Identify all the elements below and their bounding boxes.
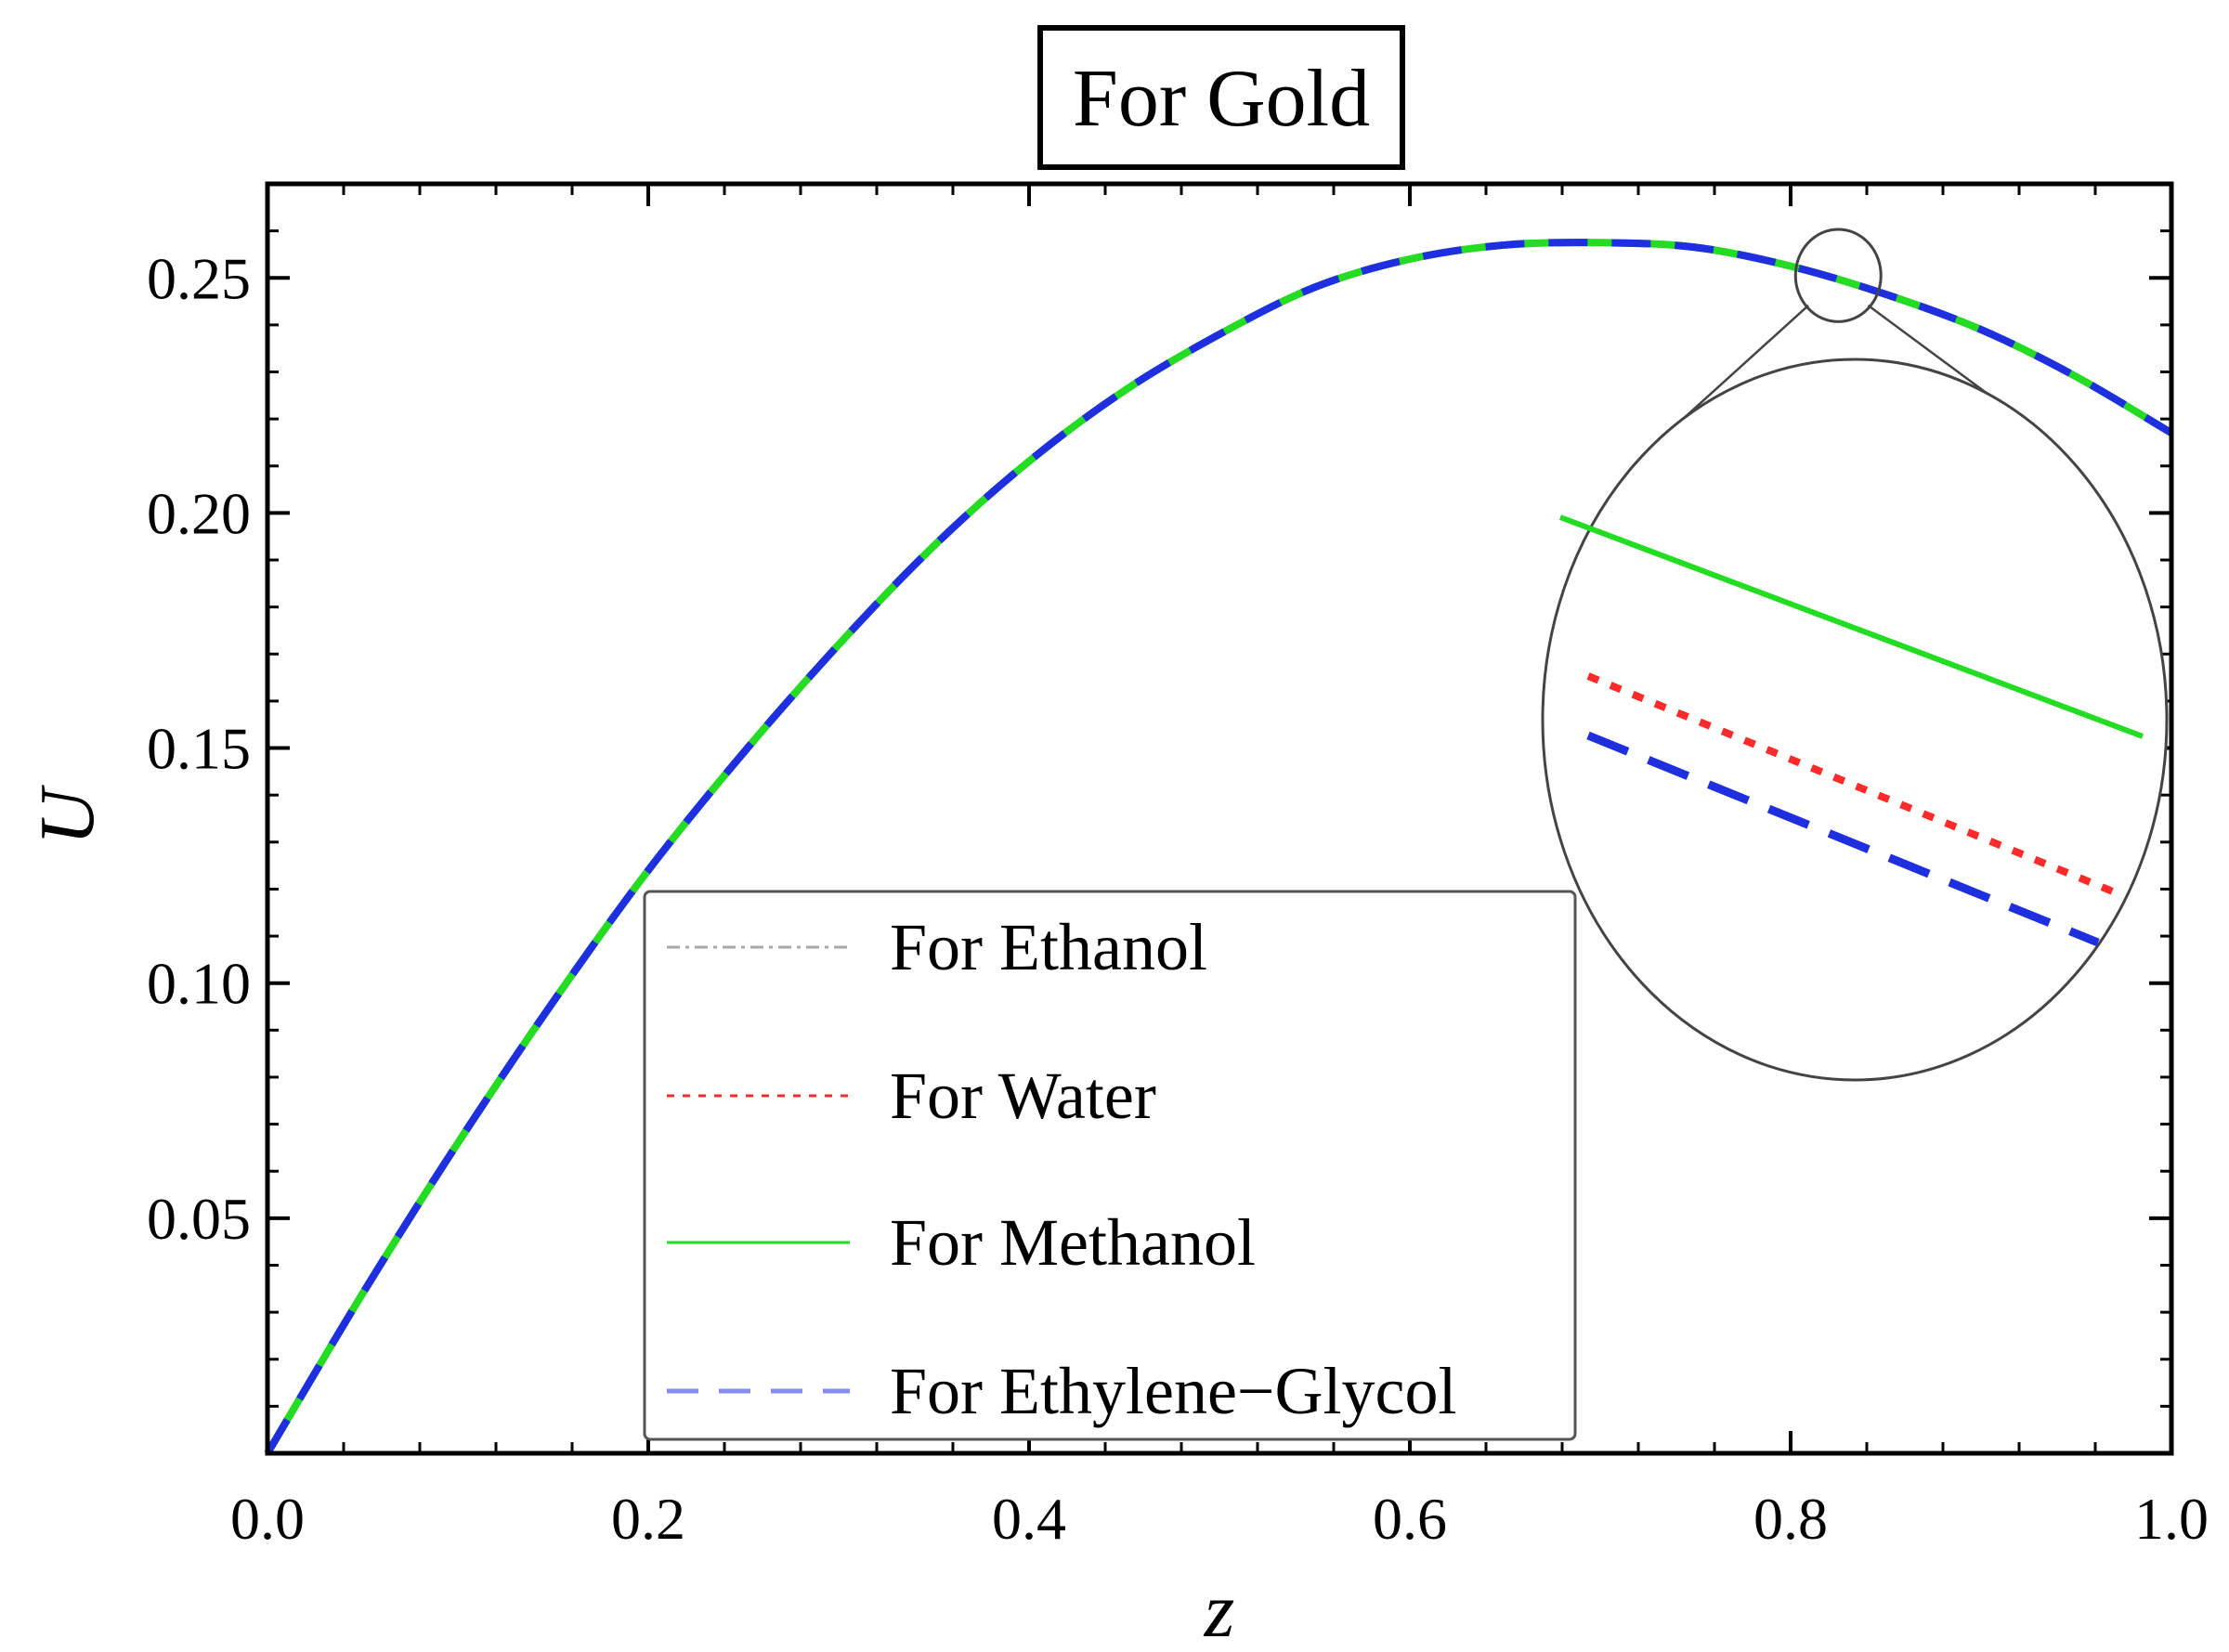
y-axis-title: U <box>24 784 111 845</box>
x-tick-label: 0.8 <box>1753 1486 1828 1552</box>
plot-frame <box>265 181 2174 1456</box>
zoom-inset <box>1541 228 2169 1082</box>
inset-magnified-circle <box>1541 358 2169 1082</box>
inset-line-2 <box>1558 514 2144 739</box>
series-line-3 <box>264 239 2174 1456</box>
ticks-layer: 0.0 0.2 0.4 0.6 0.8 1.0 0.05 0.10 0.15 0.20 0.25 <box>147 184 2209 1552</box>
legend-label-3: For Ethylene−Glycol <box>890 1354 1457 1428</box>
chart-title: For Gold <box>1073 54 1370 144</box>
x-tick-label: 0.2 <box>611 1486 685 1552</box>
y-tick-label: 0.05 <box>147 1186 251 1252</box>
legend-label-2: For Methanol <box>890 1205 1256 1280</box>
x-tick-label: 0.4 <box>992 1486 1066 1552</box>
x-tick-label: 0.6 <box>1373 1486 1447 1552</box>
inset-line-3 <box>1586 731 2100 947</box>
x-axis-title: z <box>1204 1567 1235 1652</box>
chart-title-group: For Gold <box>1037 25 1405 170</box>
legend-label-1: For Water <box>890 1059 1156 1133</box>
y-tick-label: 0.20 <box>147 480 251 546</box>
legend: For Ethanol For Water For Methanol For Ethy… <box>643 890 1577 1441</box>
y-tick-label: 0.10 <box>147 951 251 1017</box>
x-tick-label: 1.0 <box>2134 1486 2209 1552</box>
y-tick-label: 0.25 <box>147 245 251 311</box>
inset-source-circle <box>1793 228 1883 323</box>
legend-label-0: For Ethanol <box>890 910 1207 984</box>
x-tick-label: 0.0 <box>230 1486 305 1552</box>
title-box <box>1037 25 1405 170</box>
y-tick-label: 0.15 <box>147 716 251 782</box>
curves-layer <box>264 239 2174 1456</box>
legend-box <box>643 890 1577 1441</box>
